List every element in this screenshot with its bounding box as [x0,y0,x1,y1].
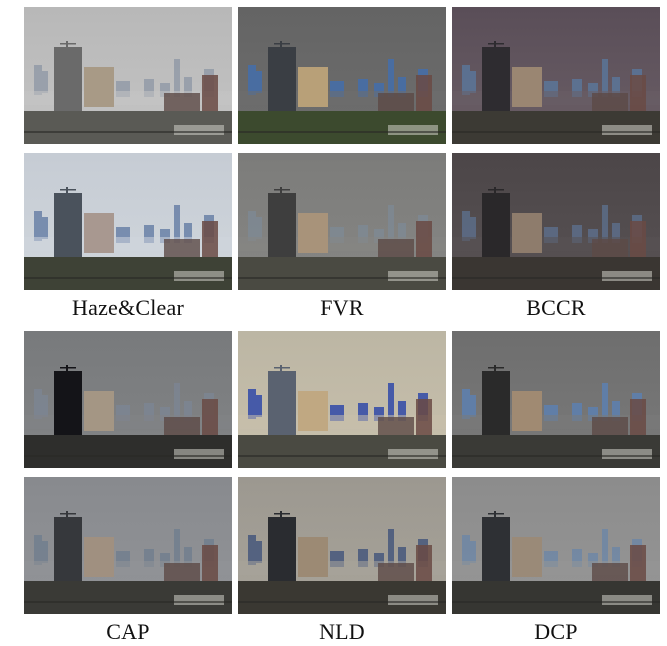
caption-fvr: FVR [320,295,364,320]
scene-drawing [24,153,232,290]
clear-reference-image [24,153,232,290]
caption-dcp: DCP [534,619,578,644]
fvr-dehazed-image-2 [238,153,446,290]
scene-drawing [238,7,446,144]
scene-drawing [238,331,446,468]
scene-drawing [452,331,660,468]
scene-drawing [452,7,660,144]
scene-drawing [24,477,232,614]
caption-nld: NLD [319,619,365,644]
caption-haze-clear: Haze&Clear [72,295,184,320]
nld-dehazed-image [238,331,446,468]
bccr-dehazed-image [452,7,660,144]
cap-dehazed-image-2 [24,477,232,614]
scene-drawing [238,153,446,290]
scene-drawing [24,331,232,468]
hazy-input-image [24,7,232,144]
caption-cap: CAP [106,619,150,644]
scene-drawing [452,153,660,290]
fvr-dehazed-image [238,7,446,144]
scene-drawing [452,477,660,614]
scene-drawing [24,7,232,144]
bccr-dehazed-image-2 [452,153,660,290]
dcp-dehazed-image-2 [452,477,660,614]
caption-bccr: BCCR [526,295,586,320]
scene-drawing [238,477,446,614]
cap-dehazed-image [24,331,232,468]
dcp-dehazed-image [452,331,660,468]
nld-dehazed-image-2 [238,477,446,614]
